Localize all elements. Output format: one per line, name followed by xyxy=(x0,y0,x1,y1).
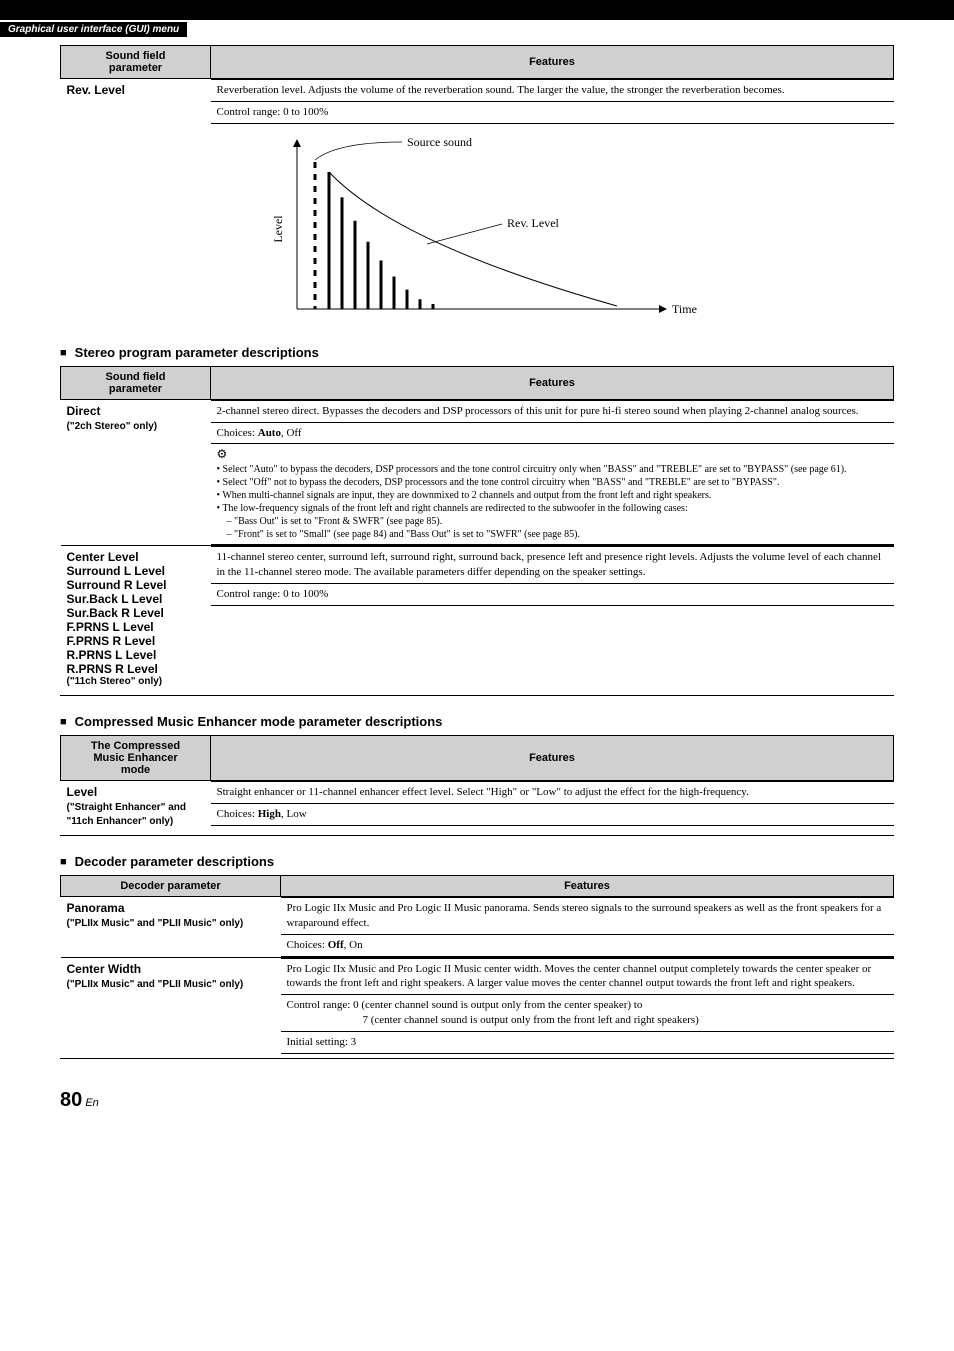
direct-desc: 2-channel stereo direct. Bypasses the de… xyxy=(211,400,894,423)
enh-name: Level xyxy=(67,785,98,799)
direct-name: Direct xyxy=(67,404,101,418)
panorama-name: Panorama xyxy=(67,901,125,915)
stereo-section-title: Stereo program parameter descriptions xyxy=(60,345,894,360)
th-dec-feat: Features xyxy=(281,875,894,896)
rev-level-desc: Reverberation level. Adjusts the volume … xyxy=(211,79,894,102)
th-features-2: Features xyxy=(211,366,894,399)
rev-level-range: Control range: 0 to 100% xyxy=(211,102,894,124)
levels-desc: 11-channel stereo center, surround left,… xyxy=(211,546,894,584)
level-name: Surround L Level xyxy=(67,564,205,578)
panorama-desc: Pro Logic IIx Music and Pro Logic II Mus… xyxy=(281,897,894,935)
levels-names-cell: Center LevelSurround L LevelSurround R L… xyxy=(61,545,211,691)
th-dec-param: Decoder parameter xyxy=(61,875,281,896)
cwidth-sub: ("PLIIx Music" and "PLII Music" only) xyxy=(67,979,244,990)
th-param-3: The Compressed Music Enhancer mode xyxy=(61,735,211,780)
enhancer-section-title: Compressed Music Enhancer mode parameter… xyxy=(60,714,894,729)
cwidth-range: Control range: 0 (center channel sound i… xyxy=(281,995,894,1032)
th-features-3: Features xyxy=(211,735,894,780)
tip-icon: ⚙ xyxy=(217,447,228,461)
enh-sub: ("Straight Enhancer" and "11ch Enhancer"… xyxy=(67,802,187,827)
th-features: Features xyxy=(211,46,894,79)
th-param: Sound field parameter xyxy=(61,46,211,79)
cwidth-desc: Pro Logic IIx Music and Pro Logic II Mus… xyxy=(281,958,894,996)
levels-sub: ("11ch Stereo" only) xyxy=(67,676,205,687)
top-black-bar xyxy=(0,0,954,20)
diagram-source-label: Source sound xyxy=(407,135,472,149)
row-rev-level-name: Rev. Level xyxy=(61,79,211,124)
rev-level-diagram: Level Source sound Rev. Level Time xyxy=(60,134,894,327)
panorama-choices: Choices: Off, On xyxy=(281,935,894,957)
level-name: Surround R Level xyxy=(67,578,205,592)
diagram-level-label: Level xyxy=(271,214,285,242)
table-stereo: Sound field parameter Features Direct ("… xyxy=(60,366,894,691)
enh-choices: Choices: High, Low xyxy=(211,804,894,826)
level-name: Sur.Back R Level xyxy=(67,606,205,620)
direct-tips: ⚙ Select "Auto" to bypass the decoders, … xyxy=(211,444,894,545)
table-rev-level: Sound field parameter Features Rev. Leve… xyxy=(60,45,894,124)
page-number: 80 En xyxy=(60,1089,894,1112)
level-name: Center Level xyxy=(67,550,205,564)
th-param-2: Sound field parameter xyxy=(61,366,211,399)
level-name: R.PRNS L Level xyxy=(67,648,205,662)
level-name: F.PRNS L Level xyxy=(67,620,205,634)
diagram-time-label: Time xyxy=(672,302,697,316)
level-name: R.PRNS R Level xyxy=(67,662,205,676)
diagram-bars xyxy=(329,172,433,309)
table-enhancer: The Compressed Music Enhancer mode Featu… xyxy=(60,735,894,831)
cwidth-initial: Initial setting: 3 xyxy=(281,1032,894,1054)
table-decoder: Decoder parameter Features Panorama ("PL… xyxy=(60,875,894,1054)
cwidth-name: Center Width xyxy=(67,962,142,976)
section-header-label: Graphical user interface (GUI) menu xyxy=(0,22,187,37)
panorama-sub: ("PLIIx Music" and "PLII Music" only) xyxy=(67,918,244,929)
level-name: F.PRNS R Level xyxy=(67,634,205,648)
diagram-rev-label: Rev. Level xyxy=(507,216,560,230)
level-name: Sur.Back L Level xyxy=(67,592,205,606)
direct-sub: ("2ch Stereo" only) xyxy=(67,421,158,432)
decoder-section-title: Decoder parameter descriptions xyxy=(60,854,894,869)
levels-range: Control range: 0 to 100% xyxy=(211,584,894,606)
direct-choices: Choices: Auto, Off xyxy=(211,423,894,445)
enh-desc: Straight enhancer or 11-channel enhancer… xyxy=(211,781,894,804)
